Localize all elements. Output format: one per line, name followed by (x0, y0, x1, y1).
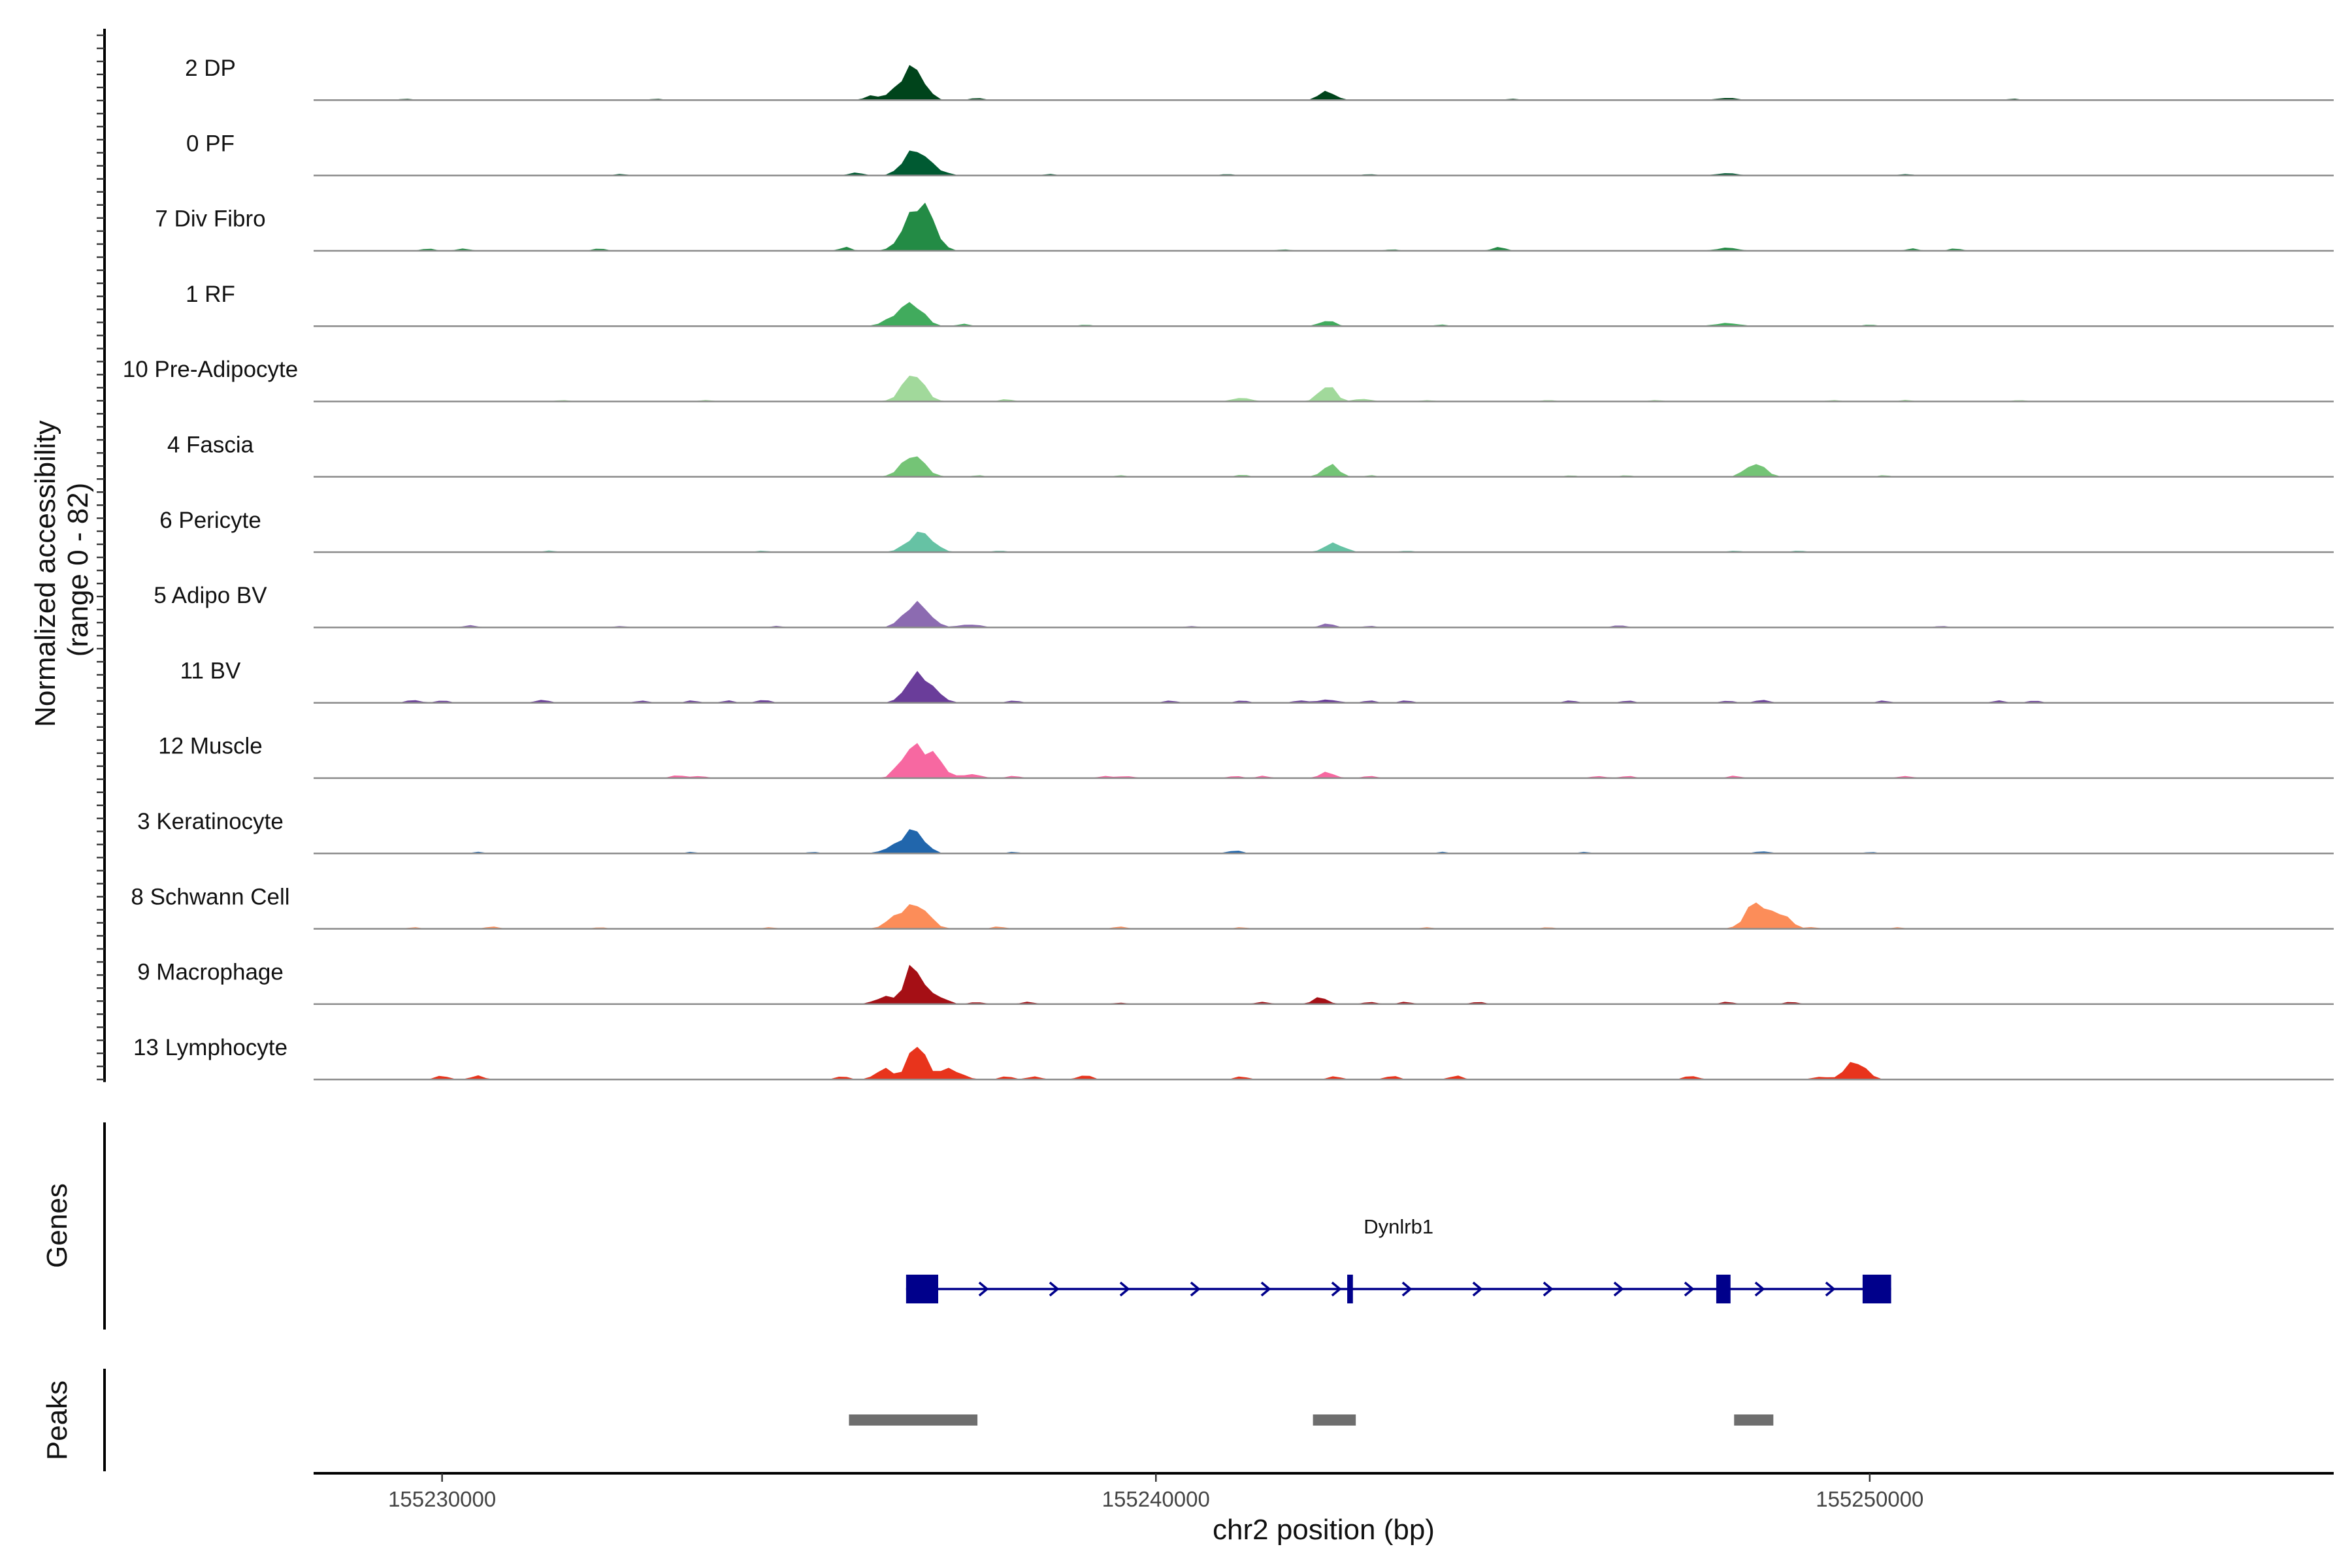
track-0: 2 DP (185, 56, 2334, 101)
peaks-panel-title: Peaks (41, 1380, 73, 1460)
track-label: 12 Muscle (158, 734, 263, 759)
y-axis-title-line-2: (range 0 - 82) (62, 483, 94, 657)
track-label: 4 Fascia (167, 433, 254, 458)
exon (906, 1275, 939, 1303)
track-2: 7 Div Fibro (155, 203, 2334, 252)
y-axis-title-line-1: Normalized accessibility (29, 420, 61, 727)
track-label: 3 Keratinocyte (137, 809, 284, 834)
exon (1347, 1275, 1353, 1303)
coverage-area (314, 531, 2334, 553)
strand-arrow (1049, 1281, 1060, 1297)
strand-arrow (1543, 1281, 1554, 1297)
x-axis: 155230000 155240000 155250000 (314, 1472, 2334, 1511)
track-label: 6 Pericyte (159, 508, 261, 533)
track-label: 0 PF (186, 131, 235, 156)
track-13: 13 Lymphocyte (133, 1035, 2334, 1081)
y-axis (97, 29, 106, 1083)
track-7: 5 Adipo BV (154, 583, 2334, 629)
strand-arrow (1260, 1281, 1271, 1297)
genes-panel: Genes Dynlrb1 (41, 1122, 1891, 1330)
track-label: 5 Adipo BV (154, 583, 267, 608)
coverage-area (314, 65, 2334, 101)
track-label: 7 Div Fibro (155, 206, 265, 232)
x-tick-label: 155240000 (1102, 1487, 1210, 1511)
track-1: 0 PF (186, 131, 2334, 176)
track-label: 8 Schwann Cell (131, 884, 289, 909)
strand-arrow (1825, 1281, 1836, 1297)
track-8: 11 BV (180, 658, 2334, 704)
x-axis-title: chr2 position (bp) (1213, 1514, 1435, 1546)
strand-arrow (978, 1281, 989, 1297)
track-label: 2 DP (185, 56, 236, 81)
strand-arrow (1613, 1281, 1624, 1297)
track-label: 13 Lymphocyte (133, 1035, 287, 1060)
track-10: 3 Keratinocyte (137, 809, 2334, 855)
track-5: 4 Fascia (167, 433, 2334, 478)
track-3: 1 RF (186, 282, 2334, 327)
coverage-area (314, 376, 2334, 402)
x-tick-label: 155250000 (1816, 1487, 1923, 1511)
track-11: 8 Schwann Cell (131, 884, 2334, 930)
track-12: 9 Macrophage (137, 960, 2334, 1005)
track-6: 6 Pericyte (159, 508, 2334, 553)
track-label: 11 BV (180, 658, 241, 683)
x-tick-label: 155230000 (388, 1487, 496, 1511)
coverage-area (314, 456, 2334, 477)
exon (1716, 1275, 1731, 1303)
gene-models: Dynlrb1 (906, 1215, 1891, 1303)
track-label: 10 Pre-Adipocyte (123, 357, 298, 382)
peak-region (1313, 1414, 1356, 1426)
peak-region (1734, 1414, 1774, 1426)
genes-panel-title: Genes (41, 1183, 73, 1268)
coverage-tracks: 2 DP 0 PF 7 Div Fibro 1 RF 10 Pre-Adipocyte 4… (123, 56, 2334, 1081)
y-axis-title: Normalized accessibility (range 0 - 82) (29, 412, 94, 727)
track-4: 10 Pre-Adipocyte (123, 357, 2334, 402)
strand-arrow (1331, 1281, 1342, 1297)
strand-arrow (1119, 1281, 1130, 1297)
track-label: 9 Macrophage (137, 960, 284, 985)
strand-arrow (1401, 1281, 1413, 1297)
strand-arrow (1472, 1281, 1483, 1297)
track-label: 1 RF (186, 282, 235, 307)
gene-label: Dynlrb1 (1364, 1215, 1433, 1238)
strand-arrow (1754, 1281, 1765, 1297)
strand-arrow (1684, 1281, 1695, 1297)
track-9: 12 Muscle (158, 734, 2334, 779)
peak-region (849, 1414, 978, 1426)
peak-regions (849, 1414, 1774, 1426)
exon (1862, 1275, 1891, 1303)
strand-arrow (1190, 1281, 1201, 1297)
peaks-panel: Peaks (41, 1369, 1774, 1471)
